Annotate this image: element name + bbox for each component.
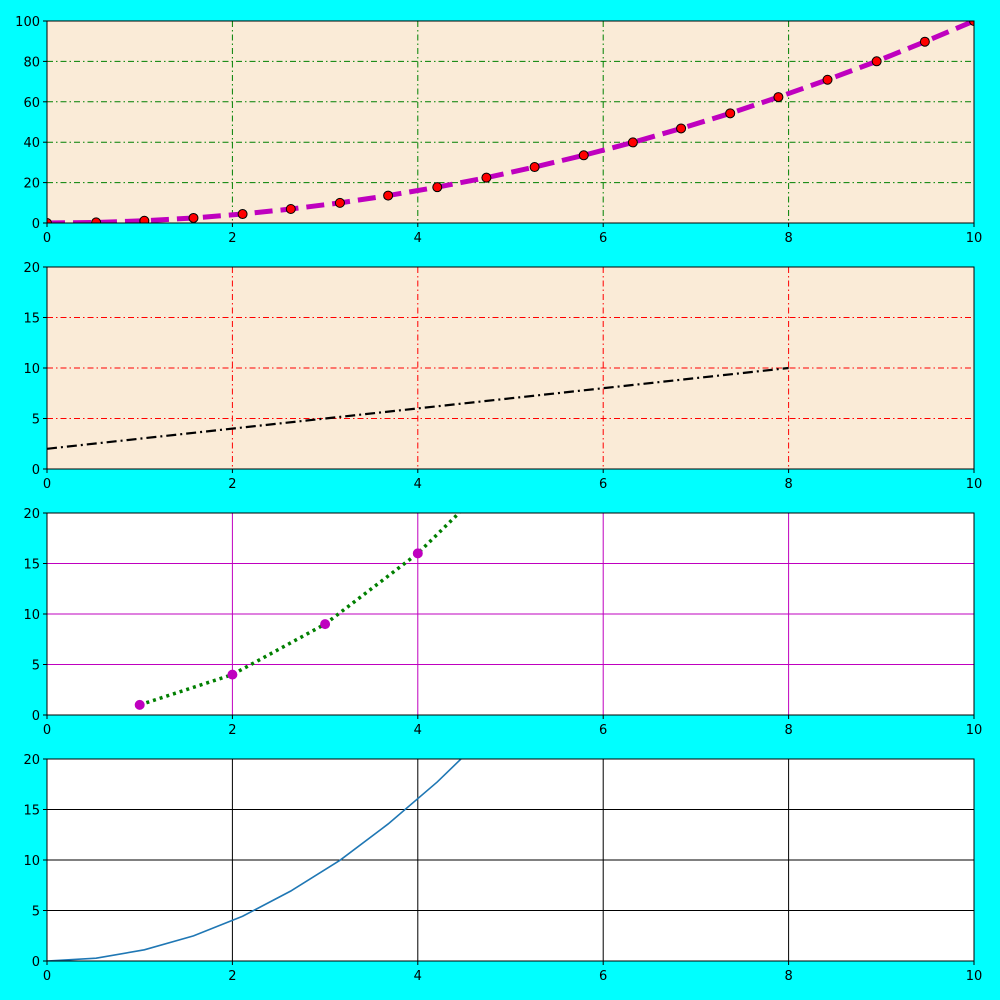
x-tick-label: 4	[414, 969, 422, 984]
y-tick-label: 0	[32, 709, 40, 724]
y-tick-label: 20	[23, 177, 40, 192]
x-tick-label: 6	[599, 723, 607, 738]
x-tick-label: 6	[599, 477, 607, 492]
data-point	[227, 669, 238, 680]
y-tick-label: 20	[23, 261, 40, 276]
data-point	[320, 619, 331, 630]
y-tick-label: 5	[32, 905, 40, 920]
x-tick-label: 8	[784, 723, 792, 738]
x-tick-label: 8	[784, 231, 792, 246]
data-point	[529, 162, 540, 173]
y-tick-label: 5	[32, 659, 40, 674]
y-tick-label: 20	[23, 507, 40, 522]
x-tick-label: 0	[43, 231, 51, 246]
axes-frame	[46, 758, 975, 962]
y-tick-label: 0	[32, 463, 40, 478]
subplot: 0 2 4 6 8 10 0 5 10 15 20	[23, 507, 983, 738]
y-tick-label: 5	[32, 413, 40, 428]
y-tick-label: 60	[23, 96, 40, 111]
subplot: 0 2 4 6 8 10 0 5 10 15 20	[23, 753, 983, 984]
data-point	[773, 92, 784, 103]
x-tick-label: 0	[43, 477, 51, 492]
data-point	[969, 21, 974, 26]
x-tick-label: 4	[414, 723, 422, 738]
x-tick-label: 4	[414, 231, 422, 246]
data-point	[578, 150, 589, 161]
axes-frame	[46, 512, 975, 716]
data-point	[134, 699, 145, 710]
y-tick-label: 10	[23, 854, 40, 869]
x-tick-label: 2	[228, 477, 236, 492]
data-point	[47, 218, 52, 223]
axes-frame	[46, 266, 975, 470]
data-point	[432, 182, 443, 193]
data-point	[822, 74, 833, 85]
data-point	[627, 137, 638, 148]
x-tick-label: 10	[966, 477, 983, 492]
y-tick-label: 100	[15, 15, 40, 30]
x-tick-label: 8	[784, 477, 792, 492]
data-point	[481, 172, 492, 183]
x-tick-label: 0	[43, 969, 51, 984]
x-tick-label: 4	[414, 477, 422, 492]
x-tick-label: 2	[228, 231, 236, 246]
x-tick-label: 0	[43, 723, 51, 738]
y-tick-label: 15	[23, 804, 40, 819]
x-tick-label: 10	[966, 969, 983, 984]
y-tick-label: 15	[23, 312, 40, 327]
series-line	[47, 759, 463, 961]
y-tick-label: 80	[23, 55, 40, 70]
data-point	[383, 190, 394, 201]
y-tick-label: 10	[23, 608, 40, 623]
plot-area	[47, 21, 974, 223]
y-tick-label: 20	[23, 753, 40, 768]
x-tick-label: 6	[599, 969, 607, 984]
data-point	[285, 204, 296, 215]
data-point	[919, 36, 930, 47]
y-tick-label: 15	[23, 558, 40, 573]
data-point	[871, 56, 882, 67]
subplot: 0 2 4 6 8 10 0 5 10 15 20	[23, 261, 982, 492]
axes-frame	[46, 20, 975, 224]
x-tick-label: 2	[228, 723, 236, 738]
data-point	[676, 123, 687, 134]
x-tick-label: 10	[966, 231, 983, 246]
y-tick-label: 0	[32, 217, 40, 232]
data-point	[139, 215, 150, 223]
x-tick-label: 8	[784, 969, 792, 984]
x-tick-label: 2	[228, 969, 236, 984]
y-tick-label: 40	[23, 136, 40, 151]
x-tick-label: 10	[966, 723, 983, 738]
series-line	[47, 21, 974, 223]
y-tick-label: 0	[32, 955, 40, 970]
y-tick-label: 10	[23, 362, 40, 377]
data-point	[237, 209, 248, 220]
data-point	[334, 197, 345, 208]
series-line	[47, 366, 789, 450]
data-point	[91, 217, 102, 223]
data-point	[188, 212, 199, 223]
data-point	[412, 548, 423, 559]
x-tick-label: 6	[599, 231, 607, 246]
data-point	[725, 108, 736, 119]
